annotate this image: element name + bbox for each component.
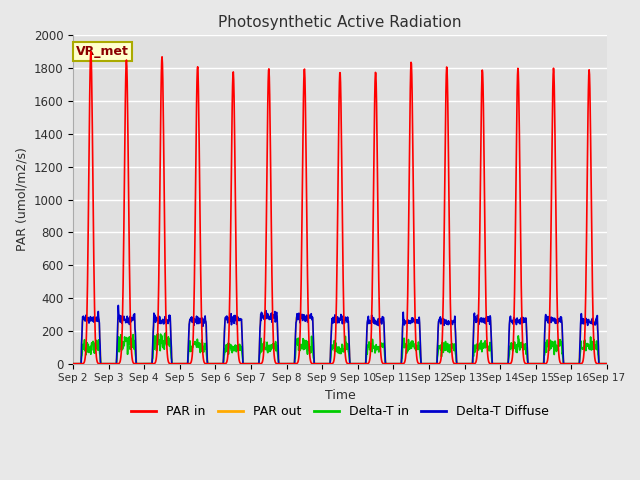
Legend: PAR in, PAR out, Delta-T in, Delta-T Diffuse: PAR in, PAR out, Delta-T in, Delta-T Dif… bbox=[126, 400, 554, 423]
X-axis label: Time: Time bbox=[324, 389, 355, 402]
Text: VR_met: VR_met bbox=[76, 45, 129, 58]
Title: Photosynthetic Active Radiation: Photosynthetic Active Radiation bbox=[218, 15, 461, 30]
Y-axis label: PAR (umol/m2/s): PAR (umol/m2/s) bbox=[15, 147, 28, 252]
